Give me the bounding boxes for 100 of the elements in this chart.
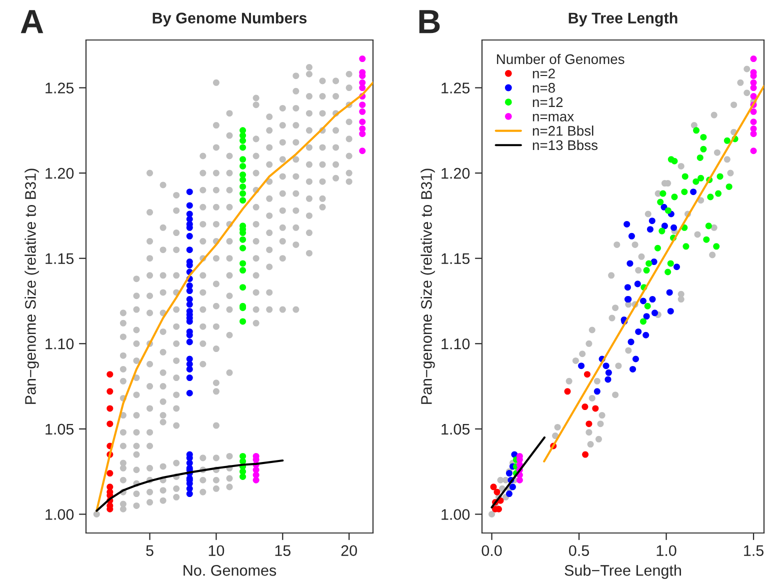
legend-label: n=2 bbox=[532, 68, 555, 78]
point bbox=[630, 366, 636, 372]
point bbox=[700, 134, 707, 140]
point bbox=[240, 284, 246, 291]
point bbox=[715, 190, 722, 197]
point bbox=[660, 190, 666, 197]
point bbox=[628, 338, 634, 346]
point bbox=[750, 84, 757, 92]
x-tick-label: 10 bbox=[208, 545, 224, 556]
point bbox=[186, 232, 193, 240]
point bbox=[654, 244, 661, 252]
point bbox=[724, 137, 730, 144]
point bbox=[632, 356, 639, 362]
point bbox=[359, 130, 366, 138]
point bbox=[240, 183, 246, 190]
point bbox=[494, 488, 500, 496]
y-tick-label: 1.10 bbox=[442, 338, 470, 350]
point bbox=[640, 318, 646, 325]
y-tick-label: 1.10 bbox=[46, 338, 74, 350]
x-axis-title: Sub−Tree Length bbox=[564, 564, 681, 579]
point bbox=[624, 220, 630, 228]
point bbox=[750, 148, 757, 154]
point bbox=[716, 173, 724, 180]
point bbox=[705, 222, 712, 230]
point bbox=[359, 108, 366, 115]
point bbox=[186, 288, 193, 294]
point bbox=[584, 371, 590, 378]
point bbox=[106, 405, 114, 412]
point bbox=[750, 56, 757, 62]
point bbox=[713, 243, 720, 250]
y-tick-label: 1.05 bbox=[46, 424, 74, 435]
point bbox=[586, 420, 592, 428]
point bbox=[605, 369, 612, 376]
point bbox=[106, 371, 114, 378]
point bbox=[650, 258, 658, 266]
point bbox=[667, 260, 674, 267]
point bbox=[667, 308, 674, 314]
point bbox=[240, 236, 246, 243]
point bbox=[186, 366, 193, 372]
point bbox=[750, 108, 757, 115]
y-tick-label: 1.00 bbox=[442, 509, 470, 520]
point bbox=[594, 388, 600, 395]
point bbox=[604, 376, 612, 383]
point bbox=[692, 178, 700, 185]
point bbox=[240, 197, 246, 204]
point bbox=[750, 130, 757, 138]
point bbox=[106, 420, 114, 428]
point bbox=[644, 302, 651, 310]
point bbox=[240, 244, 246, 252]
point bbox=[592, 405, 599, 412]
legend-label: n=21 Bbsl bbox=[532, 126, 594, 136]
point bbox=[564, 388, 571, 395]
point bbox=[582, 404, 588, 410]
x-tick-label: 20 bbox=[341, 545, 357, 556]
point bbox=[359, 84, 366, 92]
point bbox=[506, 490, 512, 498]
x-tick-label: 0.0 bbox=[482, 545, 502, 556]
point bbox=[106, 470, 114, 477]
point bbox=[634, 280, 641, 288]
point bbox=[750, 93, 757, 100]
point bbox=[703, 236, 710, 243]
point bbox=[698, 174, 704, 182]
point bbox=[690, 188, 697, 196]
point bbox=[682, 173, 688, 180]
legend-label: n=max bbox=[532, 114, 574, 122]
text: B bbox=[419, 10, 440, 34]
point bbox=[664, 268, 672, 276]
y-tick-label: 1.20 bbox=[46, 168, 74, 179]
point bbox=[240, 260, 246, 267]
point bbox=[726, 183, 732, 190]
y-tick-label: 1.25 bbox=[442, 82, 470, 94]
point bbox=[671, 158, 678, 164]
point bbox=[240, 162, 246, 170]
point bbox=[646, 226, 654, 233]
y-axis-title: Pan−genome Size (relative to B31) bbox=[24, 168, 39, 404]
point bbox=[359, 118, 366, 126]
point bbox=[240, 318, 246, 325]
y-tick-label: 1.15 bbox=[442, 253, 470, 264]
point bbox=[359, 56, 366, 62]
point bbox=[240, 267, 246, 274]
x-tick-label: 1.5 bbox=[744, 545, 764, 556]
point bbox=[240, 156, 246, 163]
point bbox=[186, 301, 193, 308]
point bbox=[707, 194, 714, 200]
point bbox=[682, 243, 690, 250]
point bbox=[186, 338, 193, 346]
point bbox=[490, 484, 497, 490]
point bbox=[648, 218, 656, 224]
point bbox=[186, 390, 193, 396]
point bbox=[186, 374, 193, 382]
point bbox=[359, 148, 366, 154]
point bbox=[240, 176, 246, 184]
point bbox=[693, 127, 700, 134]
text: A bbox=[20, 10, 44, 34]
point bbox=[640, 298, 646, 304]
point bbox=[240, 452, 246, 460]
y-axis-title: Pan−genome Size (relative to B31) bbox=[420, 168, 435, 404]
legend-label: n=13 Bbss bbox=[532, 140, 598, 150]
point bbox=[186, 202, 193, 209]
point bbox=[359, 102, 366, 108]
